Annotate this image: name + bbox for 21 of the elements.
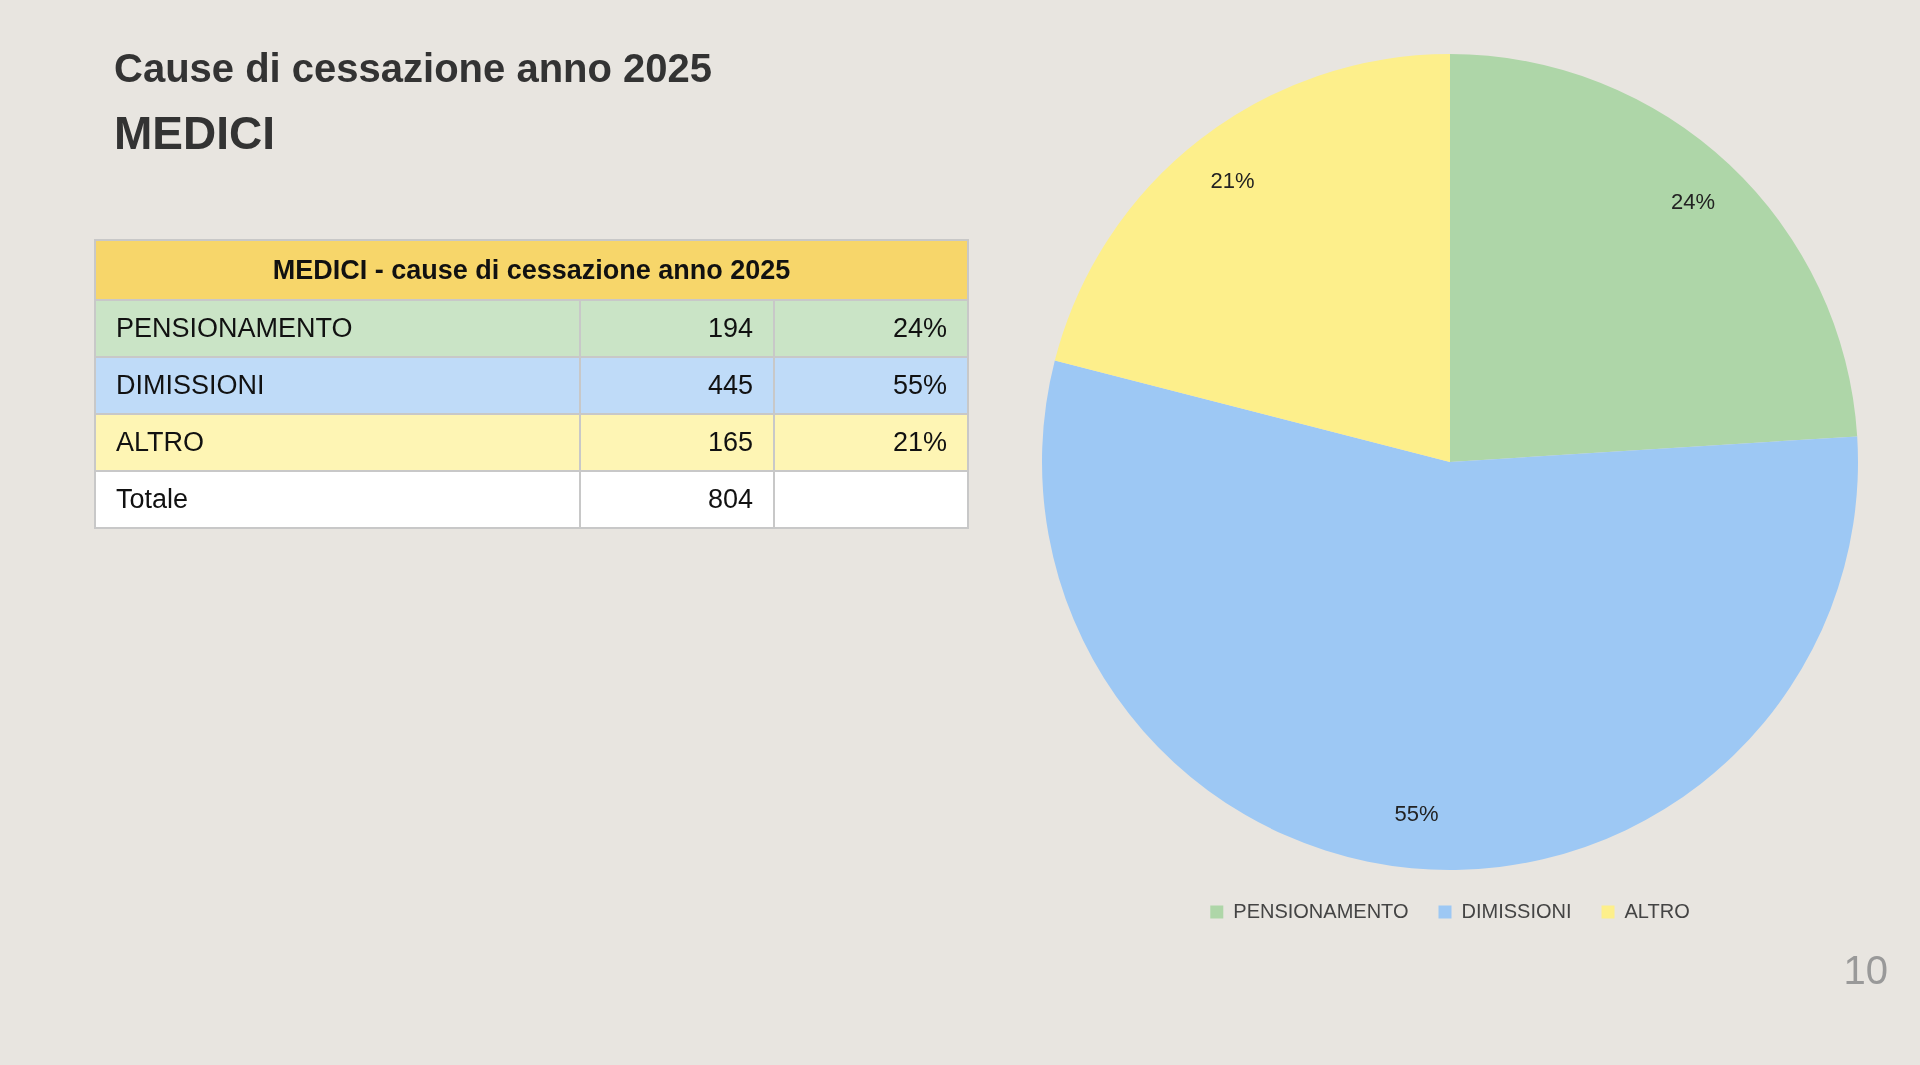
text: 10: [1843, 948, 1888, 993]
legend-label: PENSIONAMENTO: [1233, 899, 1409, 922]
text: 21%: [892, 427, 947, 457]
text: 445: [580, 357, 774, 414]
category-label: DIMISSIONI: [116, 370, 265, 400]
legend-label: DIMISSIONI: [1461, 899, 1572, 922]
data-label: 24%: [1670, 189, 1716, 215]
data-label: 55%: [774, 357, 968, 414]
text: 194: [580, 300, 774, 357]
text: Totale: [95, 471, 580, 528]
category-label: ALTRO: [116, 427, 205, 457]
text: 165: [580, 414, 774, 471]
category-label: PENSIONAMENTO: [116, 313, 353, 343]
data-label: 21%: [1210, 167, 1255, 193]
text: MEDICI - cause di cessazione anno 2025: [95, 240, 968, 300]
text: Cause di cessazione anno 2025: [114, 46, 713, 91]
text: 24%: [892, 313, 947, 343]
text: MEDICI: [114, 106, 275, 160]
text: 55%: [1394, 801, 1439, 827]
legend-label: ALTRO: [1624, 899, 1690, 922]
text: 804: [580, 471, 774, 528]
